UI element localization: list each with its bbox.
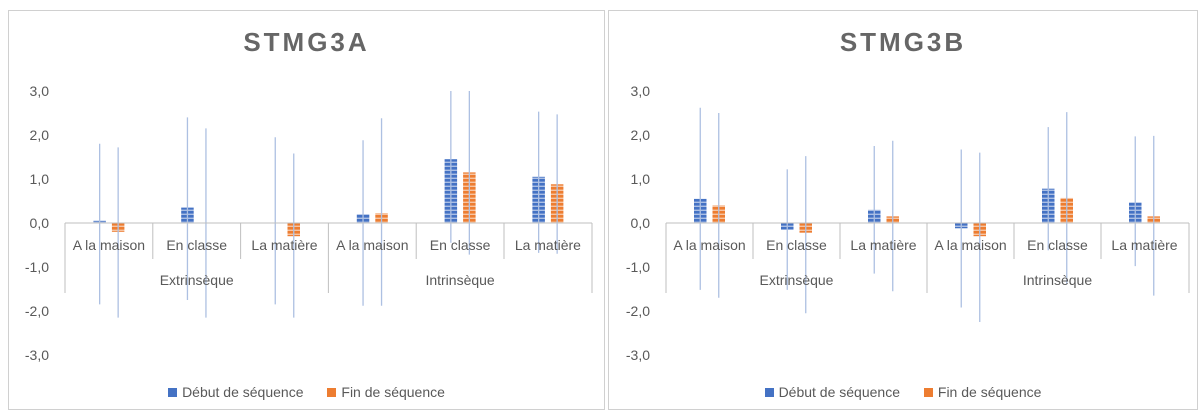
- category-label: A la maison: [73, 237, 145, 253]
- y-tick-label: 3,0: [631, 83, 651, 99]
- legend-item-start: Début de séquence: [764, 384, 900, 400]
- legend-item-end: Fin de séquence: [923, 384, 1042, 400]
- y-tick-label: 0,0: [30, 215, 50, 231]
- legend-label-start: Début de séquence: [182, 384, 304, 400]
- legend-item-end: Fin de séquence: [327, 384, 445, 400]
- chart-title: STMG3A: [243, 27, 370, 57]
- category-label: A la maison: [673, 237, 745, 253]
- legend-label-end: Fin de séquence: [937, 384, 1042, 400]
- y-tick-label: -2,0: [25, 303, 49, 319]
- legend-swatch-start: [764, 388, 774, 397]
- group-label: Intrinsèque: [1023, 272, 1092, 288]
- category-label: A la maison: [934, 237, 1006, 253]
- category-label: En classe: [430, 237, 491, 253]
- legend: Début de séquence Fin de séquence: [9, 384, 604, 400]
- chart-title: STMG3B: [839, 27, 967, 57]
- legend-swatch-end: [923, 388, 933, 397]
- y-tick-label: -3,0: [25, 347, 49, 363]
- category-label: La matière: [850, 237, 916, 253]
- y-tick-label: 0,0: [631, 215, 651, 231]
- group-label: Extrinsèque: [160, 272, 234, 288]
- group-label: Intrinsèque: [425, 272, 494, 288]
- legend-swatch-end: [327, 388, 337, 397]
- category-label: En classe: [166, 237, 227, 253]
- legend-label-start: Début de séquence: [778, 384, 900, 400]
- category-label: A la maison: [336, 237, 408, 253]
- legend-label-end: Fin de séquence: [341, 384, 445, 400]
- legend-item-start: Début de séquence: [168, 384, 304, 400]
- y-tick-label: -1,0: [25, 259, 49, 275]
- y-tick-label: -1,0: [626, 259, 650, 275]
- y-tick-label: 1,0: [631, 171, 651, 187]
- y-tick-label: -3,0: [626, 347, 650, 363]
- y-tick-label: 3,0: [30, 83, 50, 99]
- category-label: En classe: [1027, 237, 1088, 253]
- y-tick-label: 2,0: [30, 127, 50, 143]
- chart-panel-stmg3a: STMG3A -3,0 -2,0 -1,0 0,0 1,0 2,0 3,0 A la mais…: [8, 10, 605, 410]
- y-tick-label: 1,0: [30, 171, 50, 187]
- y-tick-label: -2,0: [626, 303, 650, 319]
- group-label: Extrinsèque: [760, 272, 834, 288]
- chart-panel-stmg3b: STMG3B -3,0 -2,0 -1,0 0,0 1,0 2,0 3,0 A la mais…: [608, 10, 1198, 410]
- legend-swatch-start: [168, 388, 178, 397]
- category-label: En classe: [766, 237, 827, 253]
- y-tick-label: 2,0: [631, 127, 651, 143]
- chart-plot: -3,0 -2,0 -1,0 0,0 1,0 2,0 3,0 A la maison En cl…: [25, 83, 593, 363]
- category-label: La matière: [1111, 237, 1177, 253]
- chart-plot: -3,0 -2,0 -1,0 0,0 1,0 2,0 3,0 A la maison En cl…: [626, 83, 1190, 363]
- category-label: La matière: [515, 237, 581, 253]
- legend: Début de séquence Fin de séquence: [609, 384, 1197, 400]
- category-label: La matière: [251, 237, 317, 253]
